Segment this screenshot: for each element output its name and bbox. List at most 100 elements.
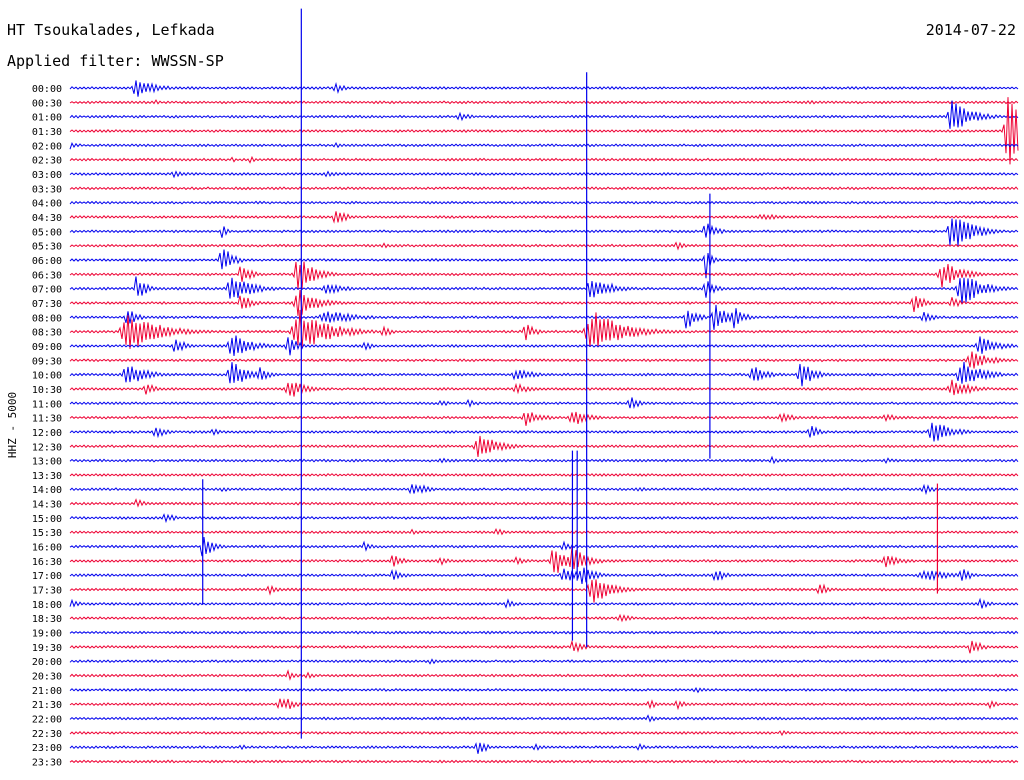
row-time-label: 02:00 <box>32 141 62 152</box>
row-time-label: 01:00 <box>32 113 62 124</box>
row-time-label: 20:00 <box>32 657 62 668</box>
row-time-label: 00:30 <box>32 98 62 109</box>
row-time-label: 23:00 <box>32 743 62 754</box>
row-time-label: 22:30 <box>32 729 62 740</box>
trace-row <box>69 513 1019 524</box>
trace-row <box>69 100 1019 129</box>
row-time-label: 17:30 <box>32 586 62 597</box>
trace-row <box>69 536 1019 557</box>
trace-row <box>69 241 1019 251</box>
trace-row <box>69 483 1019 496</box>
row-time-label: 08:30 <box>32 328 62 339</box>
trace-row <box>69 379 1019 397</box>
station-title: HT Tsoukalades, Lefkada <box>7 21 215 39</box>
row-time-label: 10:30 <box>32 385 62 396</box>
row-time-label: 05:00 <box>32 227 62 238</box>
row-time-label: 13:30 <box>32 471 62 482</box>
trace-row <box>69 99 1019 105</box>
row-time-label: 10:00 <box>32 371 62 382</box>
trace-row <box>69 669 1019 681</box>
row-time-label: 19:00 <box>32 629 62 640</box>
row-time-label: 09:00 <box>32 342 62 353</box>
trace-row <box>69 639 1019 654</box>
trace-row <box>69 579 1019 603</box>
trace-row <box>69 472 1019 477</box>
row-time-label: 11:00 <box>32 399 62 410</box>
row-time-label: 18:30 <box>32 614 62 625</box>
trace-row <box>69 155 1019 164</box>
row-time-label: 07:30 <box>32 299 62 310</box>
row-time-label: 04:00 <box>32 199 62 210</box>
trace-row <box>69 422 1019 442</box>
row-time-label: 18:00 <box>32 600 62 611</box>
trace-row <box>69 455 1019 465</box>
row-time-label: 06:00 <box>32 256 62 267</box>
trace-row <box>69 742 1019 754</box>
trace-row <box>69 218 1019 247</box>
row-time-label: 21:30 <box>32 700 62 711</box>
filter-label: Applied filter: WWSSN-SP <box>7 52 224 70</box>
row-time-label: 11:30 <box>32 414 62 425</box>
trace-row <box>69 567 1019 584</box>
trace-row <box>69 97 1019 165</box>
trace-row <box>69 613 1019 623</box>
trace-row <box>69 597 1019 609</box>
row-time-label: 19:30 <box>32 643 62 654</box>
trace-row <box>69 730 1019 737</box>
row-time-label: 17:00 <box>32 571 62 582</box>
channel-label: HHZ - 5000 <box>6 392 19 458</box>
trace-row <box>69 80 1019 97</box>
trace-row <box>69 304 1019 330</box>
row-time-label: 04:30 <box>32 213 62 224</box>
trace-row <box>69 211 1019 224</box>
row-time-label: 16:30 <box>32 557 62 568</box>
row-time-label: 14:30 <box>32 500 62 511</box>
row-time-label: 03:00 <box>32 170 62 181</box>
row-time-label: 22:00 <box>32 715 62 726</box>
trace-row <box>69 170 1019 179</box>
trace-row <box>69 249 1019 279</box>
row-time-label: 23:30 <box>32 758 62 769</box>
row-time-label: 01:30 <box>32 127 62 138</box>
trace-row <box>69 397 1019 410</box>
trace-row <box>69 527 1019 536</box>
trace-row <box>69 630 1019 635</box>
trace-row <box>69 498 1019 508</box>
trace-row <box>69 142 1019 150</box>
trace-row <box>69 261 1019 290</box>
row-time-label: 20:30 <box>32 672 62 683</box>
row-time-label: 08:00 <box>32 313 62 324</box>
row-time-label: 16:00 <box>32 543 62 554</box>
row-time-label: 12:00 <box>32 428 62 439</box>
trace-row <box>69 714 1019 723</box>
trace-row <box>69 276 1019 305</box>
row-time-label: 07:00 <box>32 285 62 296</box>
row-time-label: 13:00 <box>32 457 62 468</box>
trace-row <box>69 759 1019 764</box>
trace-row <box>69 335 1019 356</box>
row-time-label: 00:00 <box>32 84 62 95</box>
trace-row <box>69 546 1019 573</box>
row-time-label: 06:30 <box>32 270 62 281</box>
row-time-label: 15:30 <box>32 528 62 539</box>
trace-row <box>69 361 1019 387</box>
row-time-label: 02:30 <box>32 156 62 167</box>
row-time-label: 12:30 <box>32 442 62 453</box>
trace-row <box>69 200 1019 205</box>
trace-row <box>69 351 1019 369</box>
row-time-label: 21:00 <box>32 686 62 697</box>
row-time-label: 05:30 <box>32 242 62 253</box>
trace-row <box>69 411 1019 426</box>
row-time-label: 09:30 <box>32 356 62 367</box>
trace-row <box>69 698 1019 711</box>
trace-row <box>69 309 1019 349</box>
row-time-label: 15:00 <box>32 514 62 525</box>
row-time-label: 14:00 <box>32 485 62 496</box>
date-label: 2014-07-22 <box>925 21 1016 39</box>
trace-row <box>69 186 1019 191</box>
row-time-label: 03:30 <box>32 184 62 195</box>
trace-row <box>69 289 1019 316</box>
trace-row <box>69 435 1019 458</box>
